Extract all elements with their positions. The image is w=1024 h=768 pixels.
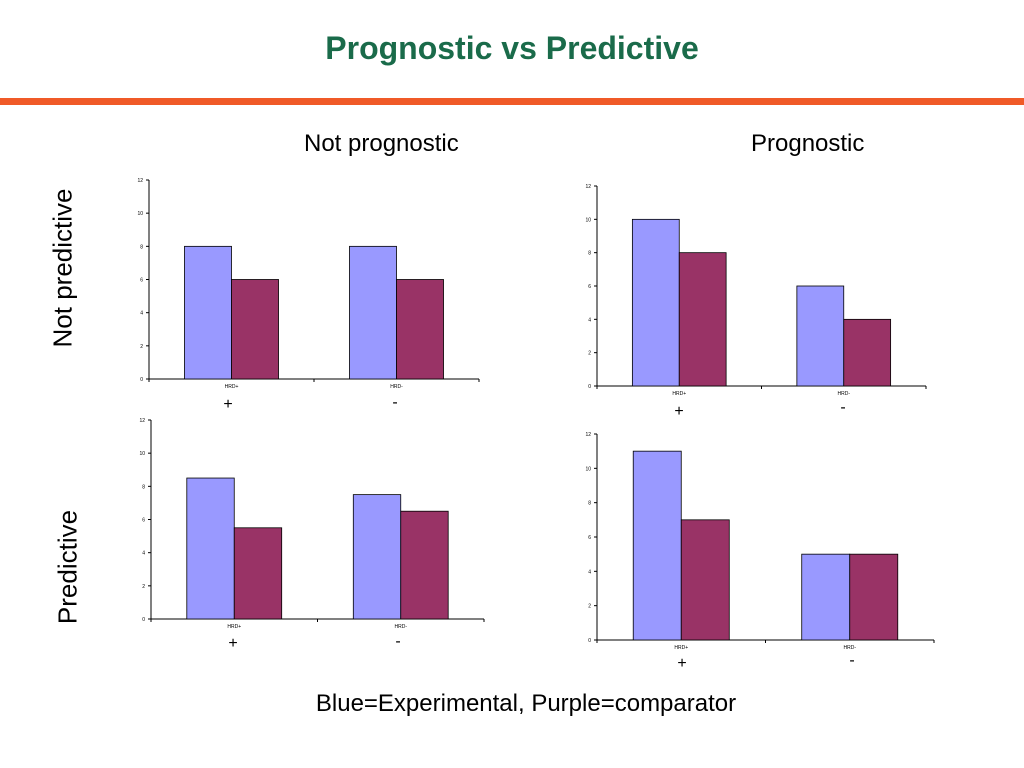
bar [801, 553, 851, 641]
y-tick-label: 12 [585, 432, 591, 438]
legend-caption: Blue=Experimental, Purple=comparator [315, 690, 737, 717]
y-tick-label: 4 [140, 311, 143, 317]
chart-not-prognostic-not-predictive: 0 2 4 6 8 10 12 HRD+ HRD- [130, 176, 480, 391]
x-category-label: HRD- [838, 391, 851, 397]
y-tick-label: 6 [588, 535, 591, 541]
chart-svg: 0 2 4 6 8 10 12 HRD+ HRD- [585, 432, 935, 651]
bar [849, 553, 899, 641]
y-tick-label: 12 [585, 184, 591, 190]
x-category-label: HRD- [395, 624, 408, 630]
y-tick-label: 0 [588, 384, 591, 390]
y-tick-label: 2 [142, 584, 145, 590]
y-tick-label: 10 [585, 466, 591, 472]
y-tick-label: 12 [139, 418, 145, 424]
x-category-label: HRD- [844, 645, 857, 651]
chart-prognostic-not-predictive: 0 2 4 6 8 10 12 HRD+ HRD- [578, 182, 928, 397]
sign-plus: + [223, 396, 233, 413]
bar [184, 245, 232, 380]
column-header-prognostic: Prognostic [751, 130, 865, 157]
bar [678, 252, 727, 387]
x-category-label: HRD+ [674, 645, 688, 651]
y-tick-label: 4 [142, 551, 145, 557]
y-tick-label: 6 [140, 278, 143, 284]
x-category-label: HRD+ [672, 391, 686, 397]
x-category-label: HRD+ [227, 624, 241, 630]
row-header-predictive: Predictive [52, 509, 83, 625]
y-tick-label: 6 [588, 284, 591, 290]
column-header-not-prognostic: Not prognostic [304, 130, 459, 157]
y-tick-label: 8 [588, 251, 591, 257]
slide-title: Prognostic vs Predictive [325, 30, 699, 66]
x-category-label: HRD+ [225, 384, 239, 390]
y-tick-label: 10 [137, 211, 143, 217]
bar [680, 519, 730, 641]
bar [352, 494, 402, 620]
sign-minus: - [849, 652, 855, 669]
bar [631, 218, 680, 387]
bar [349, 245, 397, 380]
title-divider [0, 98, 1024, 105]
chart-svg: 0 2 4 6 8 10 12 HRD+ HRD- [137, 178, 480, 390]
chart-not-prognostic-predictive: 0 2 4 6 8 10 12 HRD+ HRD- [130, 416, 485, 631]
y-tick-label: 12 [137, 178, 143, 184]
y-tick-label: 0 [588, 638, 591, 644]
chart-svg: 0 2 4 6 8 10 12 HRD+ HRD- [585, 184, 927, 397]
sign-minus: - [840, 399, 846, 416]
y-tick-label: 8 [588, 501, 591, 507]
y-tick-label: 8 [142, 484, 145, 490]
y-tick-label: 4 [588, 569, 591, 575]
sign-minus: - [392, 394, 398, 411]
y-tick-label: 10 [139, 451, 145, 457]
y-tick-label: 2 [588, 604, 591, 610]
y-tick-label: 2 [588, 351, 591, 357]
bar [186, 477, 235, 620]
y-tick-label: 4 [588, 317, 591, 323]
bar [843, 318, 892, 387]
bar [396, 279, 444, 380]
bar [400, 510, 449, 620]
sign-plus: + [677, 655, 687, 672]
sign-minus: - [395, 633, 401, 650]
y-tick-label: 0 [142, 617, 145, 623]
y-tick-label: 2 [140, 344, 143, 350]
y-tick-label: 0 [140, 377, 143, 383]
bar [233, 527, 283, 620]
x-category-label: HRD- [390, 384, 403, 390]
chart-svg: 0 2 4 6 8 10 12 HRD+ HRD- [139, 418, 485, 630]
bar [231, 279, 279, 380]
chart-prognostic-predictive: 0 2 4 6 8 10 12 HRD+ HRD- [578, 430, 938, 655]
sign-plus: + [228, 635, 238, 652]
y-tick-label: 8 [140, 244, 143, 250]
sign-plus: + [674, 403, 684, 420]
y-tick-label: 10 [585, 217, 591, 223]
row-header-not-predictive: Not predictive [47, 188, 78, 348]
bar [796, 285, 845, 387]
bar [632, 450, 682, 641]
y-tick-label: 6 [142, 518, 145, 524]
